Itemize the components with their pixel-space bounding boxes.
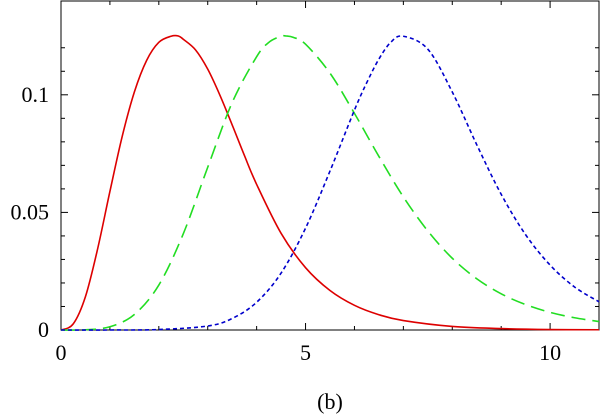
series-line-3 (60, 35, 600, 331)
series-layer (60, 34, 600, 331)
y-tick-label: 0.05 (11, 199, 50, 224)
x-tick-label: 0 (56, 340, 67, 365)
axis-ticks (60, 1, 600, 331)
plot-frame (60, 0, 600, 331)
x-tick-label: 5 (300, 340, 311, 365)
chart-caption: (b) (317, 389, 343, 414)
series-line-2 (60, 34, 600, 331)
series-line-1 (60, 34, 600, 331)
y-tick-label: 0.1 (22, 82, 50, 107)
x-tick-label: 10 (539, 340, 561, 365)
y-tick-label: 0 (38, 317, 49, 342)
tick-labels: 0 5 10 0 0.05 0.1 (11, 82, 562, 365)
